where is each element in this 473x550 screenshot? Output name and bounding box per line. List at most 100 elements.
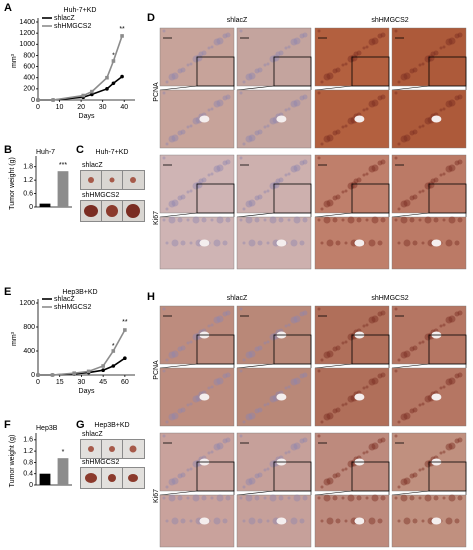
ihc-image (314, 367, 390, 427)
ihc-texture (269, 494, 277, 502)
ihc-texture (177, 195, 183, 201)
inset-box (273, 56, 312, 87)
ihc-texture (409, 195, 415, 201)
ihc-texture (171, 477, 179, 485)
ihc-texture (195, 181, 203, 189)
zoom-line (391, 212, 430, 218)
ihc-texture (332, 68, 338, 74)
ihc-texture (186, 63, 190, 67)
ihc-texture (427, 54, 435, 62)
ihc-texture (454, 33, 460, 39)
ihc-texture (192, 395, 200, 403)
x-tick-label: 45 (99, 379, 107, 386)
data-point (36, 98, 40, 102)
x-tick-label: 60 (121, 379, 129, 386)
ihc-texture (320, 420, 324, 424)
ihc-texture (454, 160, 460, 166)
chart-title: Huh-7 (36, 149, 55, 156)
photo-group: shlacZ (82, 431, 103, 438)
ihc-texture (433, 50, 439, 56)
ihc-texture (180, 345, 186, 351)
ihc-texture (365, 172, 369, 176)
ihc-texture (290, 517, 298, 525)
ihc-texture (412, 345, 418, 351)
annotation: * (62, 449, 65, 456)
ihc-column: shlacZ (227, 17, 248, 24)
ihc-texture (248, 72, 256, 80)
ihc-texture (239, 218, 243, 222)
zoom-line (391, 85, 430, 91)
ihc-row: Ki67 (153, 489, 160, 503)
ihc-texture (242, 207, 246, 211)
ihc-texture (162, 91, 166, 95)
ihc-texture (353, 178, 359, 184)
ihc-texture (421, 402, 425, 406)
ihc-texture (272, 181, 280, 189)
ihc-texture (257, 345, 263, 351)
ihc-texture (418, 63, 422, 67)
zoom-line (314, 85, 353, 91)
ihc-texture (326, 517, 334, 525)
inset-box (428, 183, 467, 214)
ihc-texture (362, 386, 366, 390)
ihc-texture (186, 218, 190, 222)
ihc-texture (225, 495, 231, 501)
ihc-texture (266, 340, 270, 344)
ihc-texture (412, 472, 418, 478)
ihc-texture (245, 216, 253, 224)
tumor-photos (80, 170, 145, 222)
zoom-line (391, 363, 430, 369)
ihc-lumen (354, 517, 365, 525)
ihc-texture (239, 29, 243, 33)
zoom-line (236, 490, 275, 496)
ihc-texture (290, 239, 298, 247)
ihc-texture (195, 54, 203, 62)
ihc-texture (409, 473, 415, 479)
chart-title: Huh-7+KD (64, 7, 97, 14)
ihc-texture (454, 373, 460, 379)
ihc-texture (412, 194, 418, 200)
ihc-texture (242, 420, 246, 424)
ihc-texture (365, 107, 369, 111)
zoom-line (159, 85, 198, 91)
data-point (101, 364, 105, 368)
ihc-texture (290, 100, 298, 108)
ihc-texture (171, 199, 179, 207)
ihc-texture (320, 485, 324, 489)
ihc-texture (418, 190, 422, 194)
panel-label: C (76, 144, 84, 156)
ihc-texture (263, 496, 267, 500)
ihc-texture (448, 442, 456, 450)
ihc-texture (186, 341, 190, 345)
y-tick-label: 0.4 (23, 471, 33, 478)
ihc-texture (302, 32, 308, 38)
ihc-texture (299, 373, 305, 379)
ihc-texture (257, 194, 263, 200)
data-point (105, 87, 109, 91)
ihc-texture (439, 108, 443, 112)
ihc-texture (287, 45, 291, 49)
inset-box (428, 334, 467, 365)
ihc-texture (290, 378, 298, 386)
ihc-texture (213, 316, 221, 324)
ihc-texture (213, 378, 221, 386)
y-tick-label: 0 (31, 97, 35, 104)
ihc-texture (257, 518, 263, 524)
ihc-texture (365, 496, 369, 500)
ihc-texture (403, 239, 411, 247)
ihc-texture (323, 413, 331, 421)
ihc-texture (323, 73, 331, 81)
ihc-texture (335, 345, 341, 351)
ihc-texture (302, 495, 308, 501)
ihc-texture (397, 485, 401, 489)
ihc-texture (421, 189, 425, 193)
ihc-texture (216, 216, 224, 224)
ihc-texture (332, 130, 338, 136)
data-point (105, 75, 109, 80)
data-point (36, 373, 40, 377)
ihc-texture (412, 240, 418, 246)
ihc-image (236, 494, 312, 548)
ihc-texture (293, 315, 301, 323)
ihc-texture (457, 217, 463, 223)
ihc-texture (442, 107, 446, 111)
